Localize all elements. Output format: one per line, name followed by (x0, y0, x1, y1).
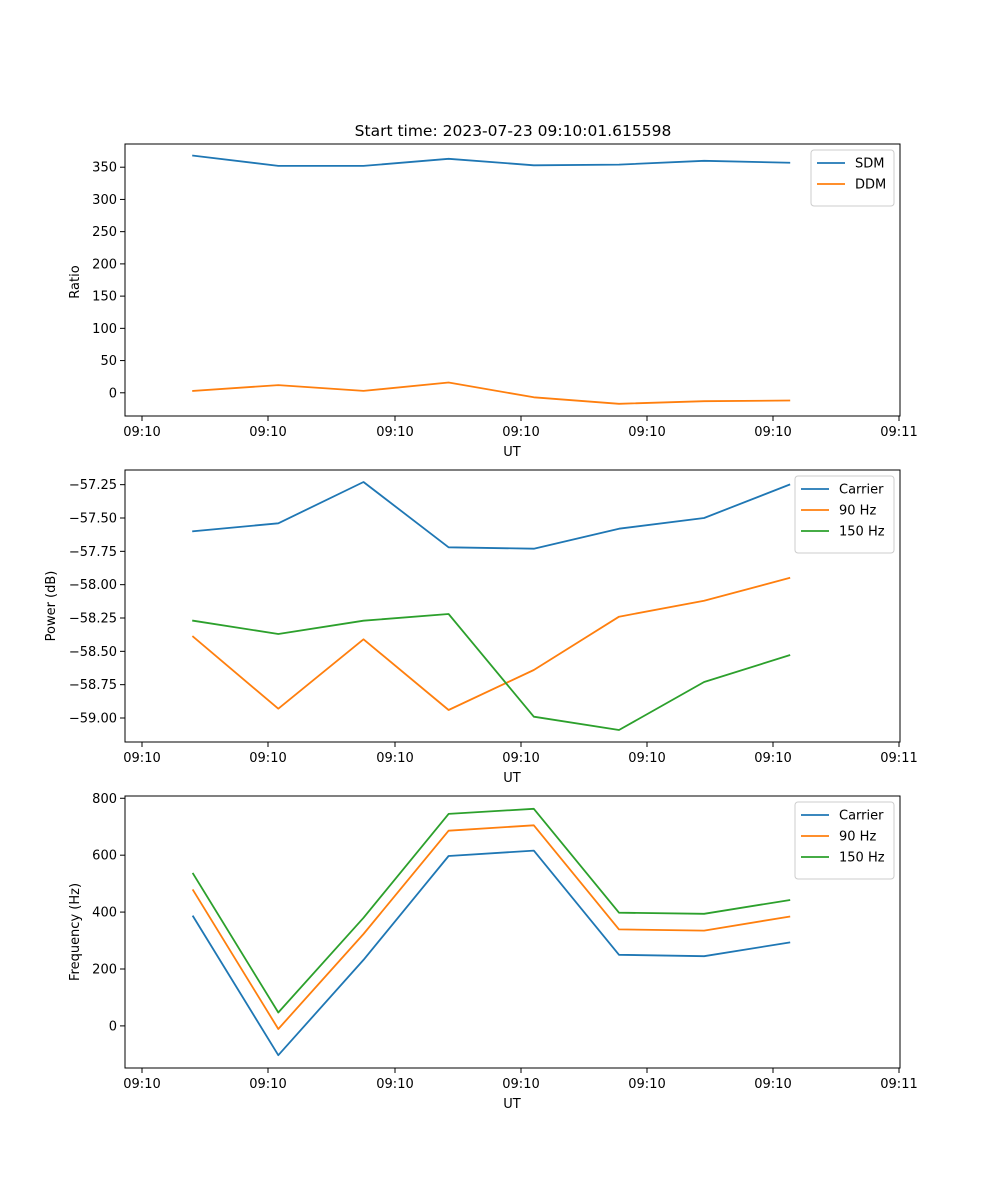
series-line (191, 576, 791, 711)
legend-label: 150 Hz (839, 525, 885, 540)
y-tick-label: 0 (109, 386, 117, 401)
frequency-panel: UT Frequency (Hz) 09:10 09:10 09:10 09:10 09… (68, 792, 918, 1112)
legend-box (794, 475, 895, 554)
x-tick-label: 09:10 (123, 425, 160, 440)
series-line (192, 381, 791, 405)
y-tick-label: 150 (92, 290, 117, 305)
y-tick-label: −57.75 (69, 545, 117, 560)
x-tick-label: 09:10 (628, 1077, 665, 1092)
y-tick-label: −58.75 (69, 678, 117, 693)
legend-label: 150 Hz (839, 851, 885, 866)
x-tick-label: 09:10 (249, 425, 286, 440)
y-tick-label: 50 (100, 354, 117, 369)
chart-title: Start time: 2023-07-23 09:10:01.615598 (355, 122, 672, 140)
legend-label: SDM (855, 157, 884, 172)
x-tick-label: 09:11 (880, 425, 917, 440)
y-tick-label: −58.25 (69, 612, 117, 627)
x-tick-label: 09:10 (376, 425, 413, 440)
x-tick-label: 09:10 (502, 751, 539, 766)
legend-box (810, 149, 895, 207)
series-line (191, 807, 791, 1014)
x-tick-label: 09:10 (628, 751, 665, 766)
power-panel: UT Power (dB) 09:10 09:10 09:10 09:10 09:10 0… (44, 469, 918, 786)
y-tick-label: −58.50 (69, 645, 117, 660)
axes-frame (124, 469, 901, 743)
x-tick-label: 09:10 (628, 425, 665, 440)
y-axis-label: Power (dB) (44, 571, 59, 642)
y-tick-label: −57.50 (69, 512, 117, 527)
y-axis-label: Frequency (Hz) (68, 883, 83, 981)
series-line (191, 849, 791, 1057)
x-tick-label: 09:11 (880, 1077, 917, 1092)
x-tick-label: 09:10 (754, 751, 791, 766)
x-tick-label: 09:10 (376, 1077, 413, 1092)
ratio-panel: Start time: 2023-07-23 09:10:01.615598 U… (68, 122, 918, 460)
y-tick-label: 300 (92, 193, 117, 208)
x-tick-label: 09:10 (502, 425, 539, 440)
x-tick-label: 09:10 (123, 751, 160, 766)
plot-marks: 09:10 09:10 09:10 09:10 09:10 09:10 09:11 0 50 10… (92, 154, 918, 440)
series-line (192, 481, 791, 550)
legend-label: Carrier (839, 809, 884, 824)
plot-marks: 09:10 09:10 09:10 09:10 09:10 09:10 09:11 −59.0… (69, 478, 918, 766)
legend-label: 90 Hz (839, 504, 876, 519)
legend-label: 90 Hz (839, 830, 876, 845)
y-tick-label: −57.25 (69, 478, 117, 493)
y-tick-label: 800 (92, 792, 117, 807)
series-line (192, 613, 791, 731)
axes-frame (124, 143, 901, 417)
y-tick-label: −59.00 (69, 712, 117, 727)
legend: Carrier 90 Hz 150 Hz (794, 801, 895, 880)
y-tick-label: 600 (92, 849, 117, 864)
x-axis-label: UT (503, 771, 521, 786)
x-tick-label: 09:11 (880, 751, 917, 766)
series-line (191, 824, 791, 1030)
y-tick-label: −58.00 (69, 578, 117, 593)
legend-label: Carrier (839, 483, 884, 498)
x-axis-label: UT (503, 1097, 521, 1112)
y-tick-label: 250 (92, 225, 117, 240)
legend: Carrier 90 Hz 150 Hz (794, 475, 895, 554)
x-tick-label: 09:10 (754, 1077, 791, 1092)
y-tick-label: 0 (109, 1019, 117, 1034)
x-tick-label: 09:10 (249, 1077, 286, 1092)
x-tick-label: 09:10 (754, 425, 791, 440)
y-tick-label: 200 (92, 962, 117, 977)
legend: SDM DDM (810, 149, 895, 207)
axes-frame (124, 795, 901, 1069)
series-line (192, 154, 791, 167)
x-axis-label: UT (503, 445, 521, 460)
x-tick-label: 09:10 (249, 751, 286, 766)
legend-label: DDM (855, 178, 886, 193)
legend-box (794, 801, 895, 880)
x-tick-label: 09:10 (502, 1077, 539, 1092)
x-tick-label: 09:10 (123, 1077, 160, 1092)
y-axis-label: Ratio (68, 265, 83, 298)
y-tick-label: 200 (92, 257, 117, 272)
y-tick-label: 100 (92, 322, 117, 337)
y-tick-label: 400 (92, 906, 117, 921)
plot-marks: 09:10 09:10 09:10 09:10 09:10 09:10 09:11 0 200 4… (92, 792, 918, 1092)
y-tick-label: 350 (92, 161, 117, 176)
x-tick-label: 09:10 (376, 751, 413, 766)
